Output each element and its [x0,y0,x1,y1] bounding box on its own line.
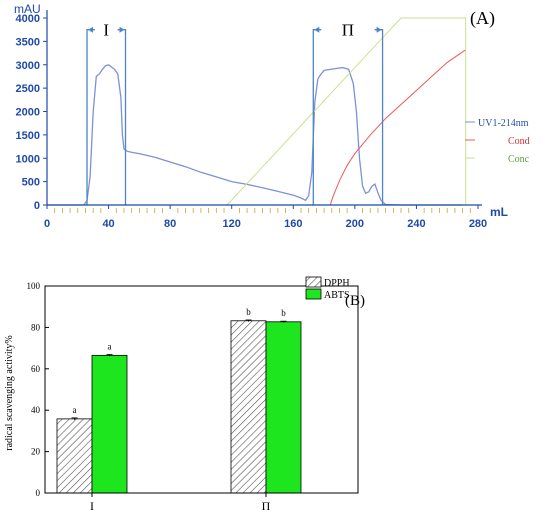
y-tick-label: 1500 [16,130,40,142]
x-tick-label: 240 [407,218,425,230]
abts-bar [265,321,302,494]
panel-b-label: (B) [345,293,365,309]
scavenging-bar-panel: a a b b 0 20 40 60 80 100 I Π radical scavenging a… [4,276,365,513]
bar-y-tick-label: 60 [31,364,41,374]
legend-conc: Conc [508,154,530,165]
y-tick-label: 2000 [16,107,40,119]
legend-dpph: DPPH [324,278,350,289]
legend-uv: UV1-214nm [478,118,529,129]
significance-letter: b [281,308,286,318]
x-tick-label: 280 [469,218,487,230]
significance-letter: b [246,307,251,317]
uv-series-line [47,64,463,206]
fraction-bracket-right [374,29,384,205]
legend-abts: ABTS [324,290,350,301]
fraction-arrowhead [88,26,94,33]
dpph-bar [56,418,93,494]
chromatogram-legend: UV1-214nm Cond Conc [465,118,530,165]
bar-y-tick-label: 40 [31,405,41,415]
fraction-label: Π [342,21,354,40]
chromatogram-series [47,17,467,206]
x-tick-label: 0 [44,218,50,230]
bar-y-tick-label: 80 [31,322,41,332]
scavenging-axes: 0 20 40 60 80 100 I Π [27,281,359,513]
x-tick-label: 200 [346,218,364,230]
scavenging-bars: a a b b [56,307,302,494]
bar-category-label: I [90,499,94,513]
bar-y-tick-label: 100 [27,281,41,291]
significance-letter: a [73,405,77,415]
panel-a-label: (A) [470,8,495,29]
scavenging-y-axis-label: radical scavenging activity% [4,335,15,451]
legend-cond: Cond [508,136,530,147]
bar-category-label: Π [262,499,271,513]
y-tick-label: 500 [22,177,40,189]
fraction-arrowhead [314,26,320,33]
y-tick-label: 2500 [16,83,40,95]
fraction-arrowhead [376,26,382,33]
y-tick-label: 3000 [16,60,40,72]
abts-bar [91,354,128,494]
x-tick-label: 80 [164,218,176,230]
bar-y-tick-label: 0 [36,488,41,498]
chromatogram-axes: 0 500 1000 1500 2000 2500 3000 3500 4000 0 40 80 120… [16,10,487,230]
chromatogram-y-axis-label: mAU [14,2,41,16]
dpph-bar [230,320,267,494]
significance-letter: a [108,342,112,352]
bar-plot-frame [44,285,359,494]
conc-series-line [226,17,467,206]
y-tick-label: 0 [34,200,40,212]
y-tick-label: 3500 [16,36,40,48]
y-tick-label: 4000 [16,13,40,25]
y-tick-label: 1000 [16,153,40,165]
chromatogram-x-axis-label: mL [490,205,508,219]
fraction-label: I [103,21,109,40]
x-tick-label: 40 [102,218,114,230]
fraction-arrowhead [119,26,125,33]
x-tick-label: 160 [284,218,302,230]
cond-series-line [329,49,466,206]
fraction-bracket-left [86,29,96,205]
scavenging-legend: DPPH ABTS [305,276,350,301]
bar-y-tick-label: 20 [31,447,41,457]
x-tick-label: 120 [223,218,241,230]
